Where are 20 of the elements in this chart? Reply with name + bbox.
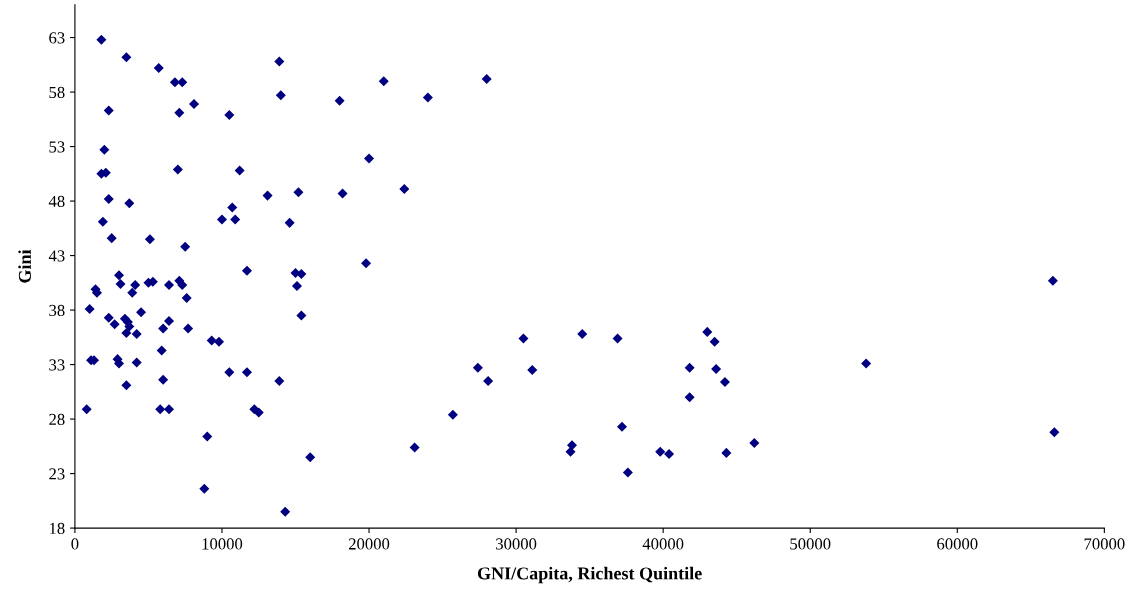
y-tick-label: 53 [49, 141, 65, 153]
y-tick-label: 18 [49, 522, 65, 535]
y-tick-label: 28 [49, 413, 65, 426]
y-tick-label: 43 [48, 250, 65, 262]
x-tick-label: 30000 [496, 538, 537, 550]
x-axis-title: GNI/Capita, Richest Quintile [477, 566, 702, 584]
y-tick-label: 23 [49, 468, 65, 480]
x-tick-label: 50000 [790, 538, 831, 550]
x-tick-label: 0 [71, 538, 79, 550]
y-tick-label: 33 [49, 359, 65, 371]
x-tick-label: 60000 [937, 538, 978, 550]
y-tick-label: 63 [49, 32, 65, 44]
y-tick-label: 58 [49, 86, 65, 99]
x-tick-label: 70000 [1084, 538, 1125, 550]
x-tick-label: 10000 [202, 538, 243, 550]
y-axis-title: Gini [18, 249, 31, 283]
y-tick-label: 38 [49, 304, 65, 317]
x-tick-label: 40000 [642, 538, 684, 550]
y-tick-label: 48 [48, 195, 65, 208]
x-tick-label: 20000 [348, 538, 390, 550]
